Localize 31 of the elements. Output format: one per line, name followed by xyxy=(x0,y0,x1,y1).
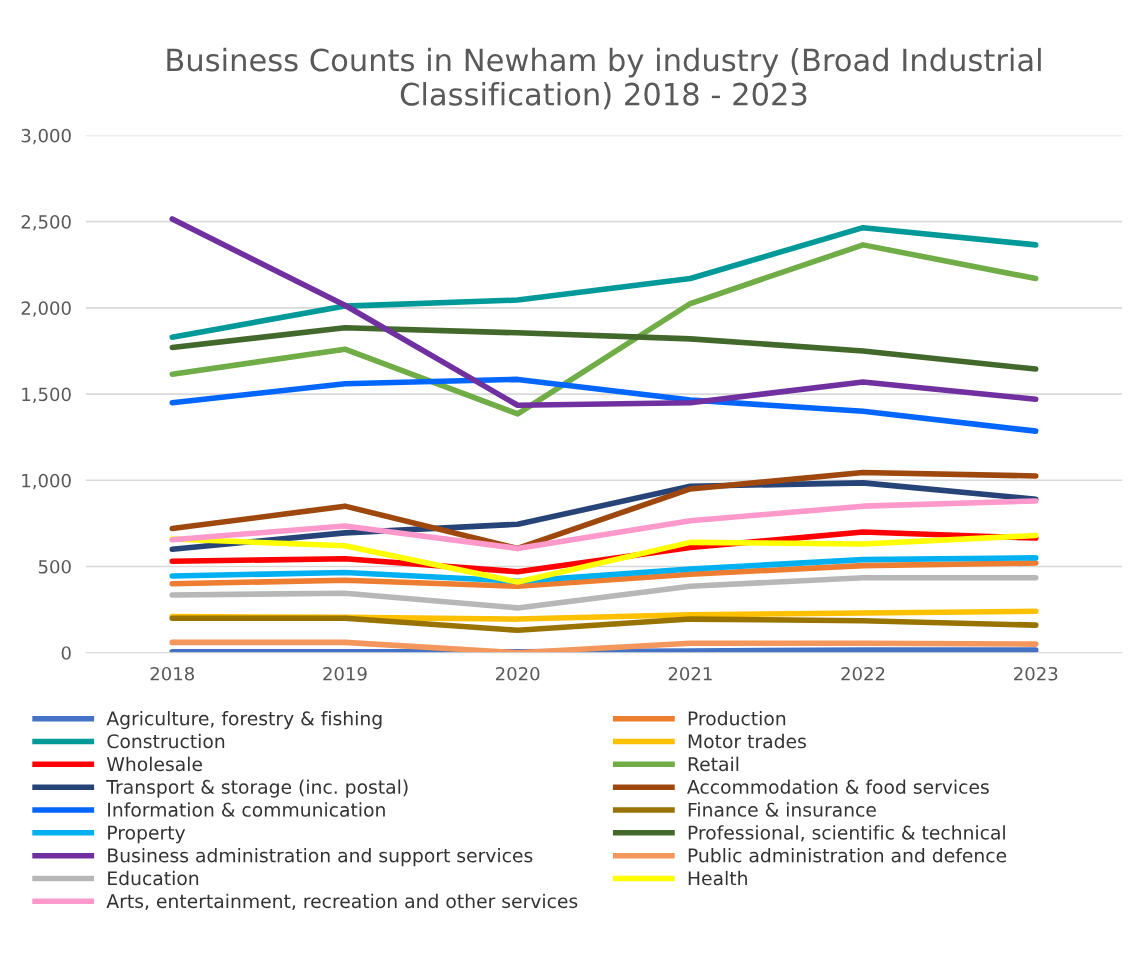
x-tick-label: 2019 xyxy=(323,666,367,681)
y-tick-label: 1,000 xyxy=(22,473,71,490)
legend-label: Business administration and support services xyxy=(108,847,533,867)
legend-label: Education xyxy=(108,870,199,886)
legend-label: Property xyxy=(108,825,186,844)
chart-title: Business Counts in Newham by industry (Broad Industrial Classification) 2018 - 2023 xyxy=(167,47,1041,110)
legend-label: Health xyxy=(688,870,747,886)
legend-label: Production xyxy=(688,710,786,726)
y-tick-label: 2,000 xyxy=(21,301,71,317)
legend-label: Arts, entertainment, recreation and other services xyxy=(106,893,578,911)
legend-label: Finance & insurance xyxy=(688,802,876,817)
legend-label: Construction xyxy=(107,733,225,749)
y-tick-label: 0 xyxy=(61,646,71,660)
y-tick-label: 2,500 xyxy=(21,215,71,231)
legend-label: Wholesale xyxy=(106,756,202,772)
x-tick-label: 2018 xyxy=(150,666,194,681)
legend-label: Transport & storage (inc. postal) xyxy=(106,779,408,798)
y-tick-label: 1,500 xyxy=(22,387,71,404)
legend-label: Information & communication xyxy=(108,802,385,817)
legend-label: Professional, scientific & technical xyxy=(688,825,1005,842)
x-tick-label: 2021 xyxy=(668,666,712,681)
x-tick-label: 2023 xyxy=(1014,666,1058,681)
legend-label: Motor trades xyxy=(688,733,806,749)
y-tick-label: 3,000 xyxy=(21,128,71,145)
legend-label: Agriculture, forestry & fishing xyxy=(106,710,382,730)
legend-label: Retail xyxy=(688,756,739,772)
x-tick-label: 2020 xyxy=(495,666,540,681)
legend-label: Public administration and defence xyxy=(688,847,1007,863)
x-tick-label: 2022 xyxy=(841,666,885,681)
y-tick-label: 500 xyxy=(38,559,71,574)
legend-label: Accommodation & food services xyxy=(687,779,989,794)
